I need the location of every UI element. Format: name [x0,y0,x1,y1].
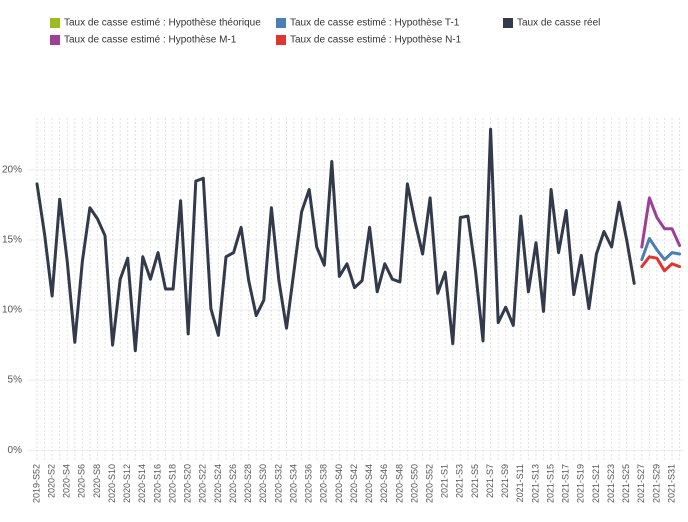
series-line [640,196,682,249]
x-tick-label: 2020-S12 [122,464,132,503]
x-tick-label: 2021-S17 [561,464,571,503]
x-tick-label: 2021-S7 [485,464,495,498]
x-tick-label: 2021-S19 [576,464,586,503]
y-tick-label: 5% [8,375,23,386]
x-tick-label: 2020-S22 [198,464,208,503]
x-tick-label: 2020-S48 [394,464,404,503]
x-tick-label: 2020-S34 [288,464,298,503]
series-line [640,237,682,262]
x-tick-label: 2019-S52 [31,464,41,503]
x-tick-label: 2021-S11 [515,464,525,502]
x-tick-label: 2020-S20 [183,464,193,503]
x-tick-label: 2021-S5 [470,464,480,498]
x-tick-label: 2021-S27 [636,464,646,503]
x-tick-label: 2020-S36 [304,464,314,503]
x-tick-label: 2021-S3 [455,464,465,498]
x-tick-label: 2020-S42 [349,464,359,503]
x-tick-label: 2021-S31 [666,464,676,503]
x-tick-label: 2020-S16 [152,464,162,503]
series-line [640,255,682,273]
x-tick-label: 2021-S15 [545,464,555,503]
y-tick-label: 10% [2,305,22,316]
x-tick-label: 2021-S1 [440,464,450,498]
x-tick-label: 2020-S10 [107,464,117,503]
x-tick-label: 2020-S18 [167,464,177,503]
x-tick-label: 2021-S21 [591,464,601,503]
x-tick-label: 2020-S6 [77,464,87,498]
legend-swatch [50,35,60,45]
legend-label: Taux de casse estimé : Hypothèse N-1 [290,35,462,46]
x-tick-label: 2021-S25 [621,464,631,503]
x-tick-label: 2020-S24 [213,464,223,503]
x-tick-label: 2020-S26 [228,464,238,503]
x-tick-label: 2020-S44 [364,464,374,503]
y-tick-label: 20% [2,165,22,176]
legend-swatch [50,18,60,28]
x-tick-label: 2020-S40 [334,464,344,503]
y-tick-label: 15% [2,235,22,246]
legend-label: Taux de casse estimé : Hypothèse théoriq… [64,18,261,29]
legend-label: Taux de casse estimé : Hypothèse M-1 [64,35,237,46]
x-tick-label: 2021-S29 [651,464,661,503]
x-tick-label: 2020-S38 [319,464,329,503]
x-tick-label: 2020-S52 [424,464,434,503]
x-tick-label: 2020-S4 [62,464,72,498]
x-tick-label: 2020-S28 [243,464,253,503]
x-tick-label: 2020-S30 [258,464,268,503]
x-tick-label: 2020-S14 [137,464,147,503]
series-line [35,127,636,353]
x-tick-label: 2020-S2 [46,464,56,498]
y-tick-label: 0% [8,445,23,456]
x-tick-label: 2020-S8 [92,464,102,498]
x-tick-label: 2020-S46 [379,464,389,503]
x-tick-label: 2020-S32 [273,464,283,503]
legend-label: Taux de casse réel [517,18,600,29]
x-tick-label: 2021-S13 [530,464,540,503]
legend-swatch [276,18,286,28]
x-tick-label: 2020-S50 [409,464,419,503]
x-tick-label: 2021-S9 [500,464,510,498]
legend-swatch [503,18,513,28]
legend-label: Taux de casse estimé : Hypothèse T-1 [290,18,460,29]
legend-swatch [276,35,286,45]
x-tick-label: 2021-S23 [606,464,616,503]
